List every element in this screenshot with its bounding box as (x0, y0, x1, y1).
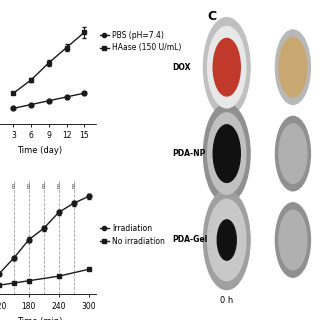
Circle shape (204, 18, 250, 117)
Text: DOX: DOX (172, 63, 191, 72)
Circle shape (276, 203, 310, 277)
Text: no: no (12, 182, 16, 188)
Circle shape (276, 116, 310, 191)
Circle shape (208, 199, 246, 281)
Circle shape (279, 37, 307, 97)
Circle shape (217, 220, 236, 260)
Circle shape (208, 27, 246, 108)
X-axis label: Time (min): Time (min) (17, 316, 63, 320)
Circle shape (204, 104, 250, 203)
Text: PDA-Gel: PDA-Gel (172, 236, 208, 244)
Circle shape (276, 30, 310, 104)
Text: no: no (71, 182, 76, 188)
Circle shape (279, 124, 307, 183)
Circle shape (213, 38, 240, 96)
X-axis label: Time (day): Time (day) (18, 146, 63, 155)
Circle shape (204, 190, 250, 290)
Circle shape (279, 210, 307, 270)
Circle shape (213, 125, 240, 182)
Legend: Irradiation, No irradiation: Irradiation, No irradiation (100, 224, 165, 246)
Legend: PBS (pH=7.4), HAase (150 U/mL): PBS (pH=7.4), HAase (150 U/mL) (100, 30, 181, 52)
Circle shape (208, 113, 246, 194)
Text: 0 h: 0 h (220, 296, 233, 305)
Text: PDA-NP: PDA-NP (172, 149, 206, 158)
Text: no: no (26, 182, 31, 188)
Text: no: no (41, 182, 46, 188)
Text: C: C (207, 10, 216, 23)
Text: no: no (56, 182, 61, 188)
